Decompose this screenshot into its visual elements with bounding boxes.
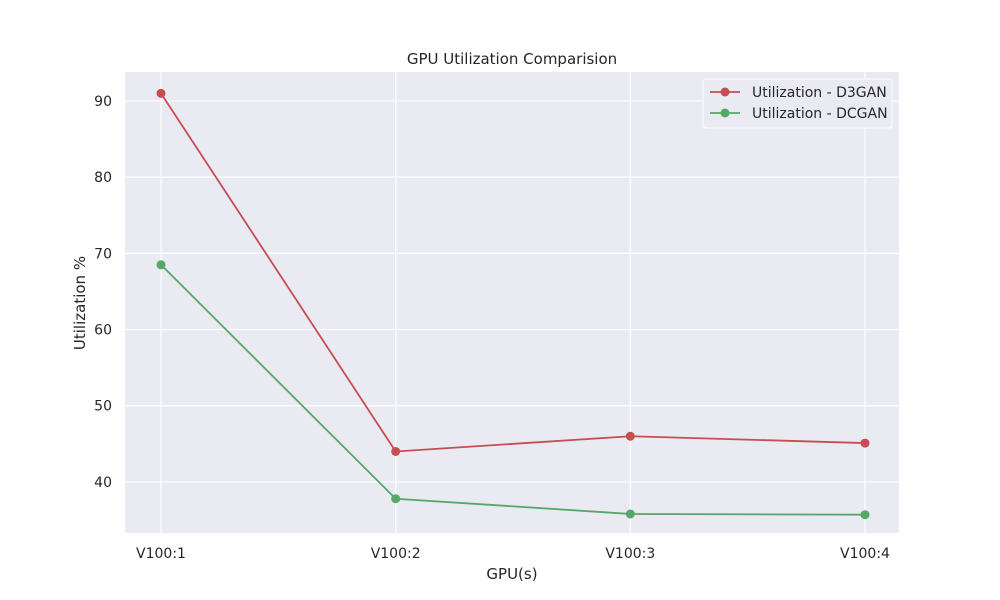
data-point <box>156 260 166 270</box>
y-tick-label: 50 <box>94 399 112 415</box>
plot-area <box>125 72 899 533</box>
x-tick-label: V100:3 <box>605 546 655 562</box>
legend-box <box>702 78 893 129</box>
y-tick-label: 70 <box>94 246 112 262</box>
series-layer <box>156 88 870 520</box>
data-point <box>860 510 870 520</box>
legend-label: Utilization - DCGAN <box>752 106 888 122</box>
legend-marker <box>720 108 730 118</box>
legend: Utilization - D3GAN Utilization - DCGAN <box>702 78 893 129</box>
x-axis-label: GPU(s) <box>486 565 537 583</box>
x-tick-label: V100:2 <box>371 546 421 562</box>
data-point <box>391 494 401 504</box>
series-line <box>160 92 866 453</box>
y-tick-label: 60 <box>94 323 112 339</box>
data-point <box>391 446 401 456</box>
legend-marker <box>720 87 730 97</box>
y-tick-label: 80 <box>94 170 112 186</box>
data-point <box>625 509 635 519</box>
y-tick-label: 40 <box>94 475 112 491</box>
legend-label: Utilization - D3GAN <box>752 85 887 101</box>
x-tick-label: V100:1 <box>136 546 186 562</box>
tick-labels: V100:1 V100:2 V100:3 V100:4 40 50 60 70 80 90 <box>94 94 890 562</box>
data-point <box>625 431 635 441</box>
data-point <box>860 438 870 448</box>
data-point <box>156 88 166 98</box>
series-line <box>160 264 866 516</box>
chart-title: GPU Utilization Comparision <box>407 50 617 68</box>
legend-items: Utilization - D3GAN Utilization - DCGAN <box>710 85 888 122</box>
y-tick-label: 90 <box>94 94 112 110</box>
y-axis-label: Utilization % <box>71 256 89 350</box>
x-tick-label: V100:4 <box>840 546 890 562</box>
